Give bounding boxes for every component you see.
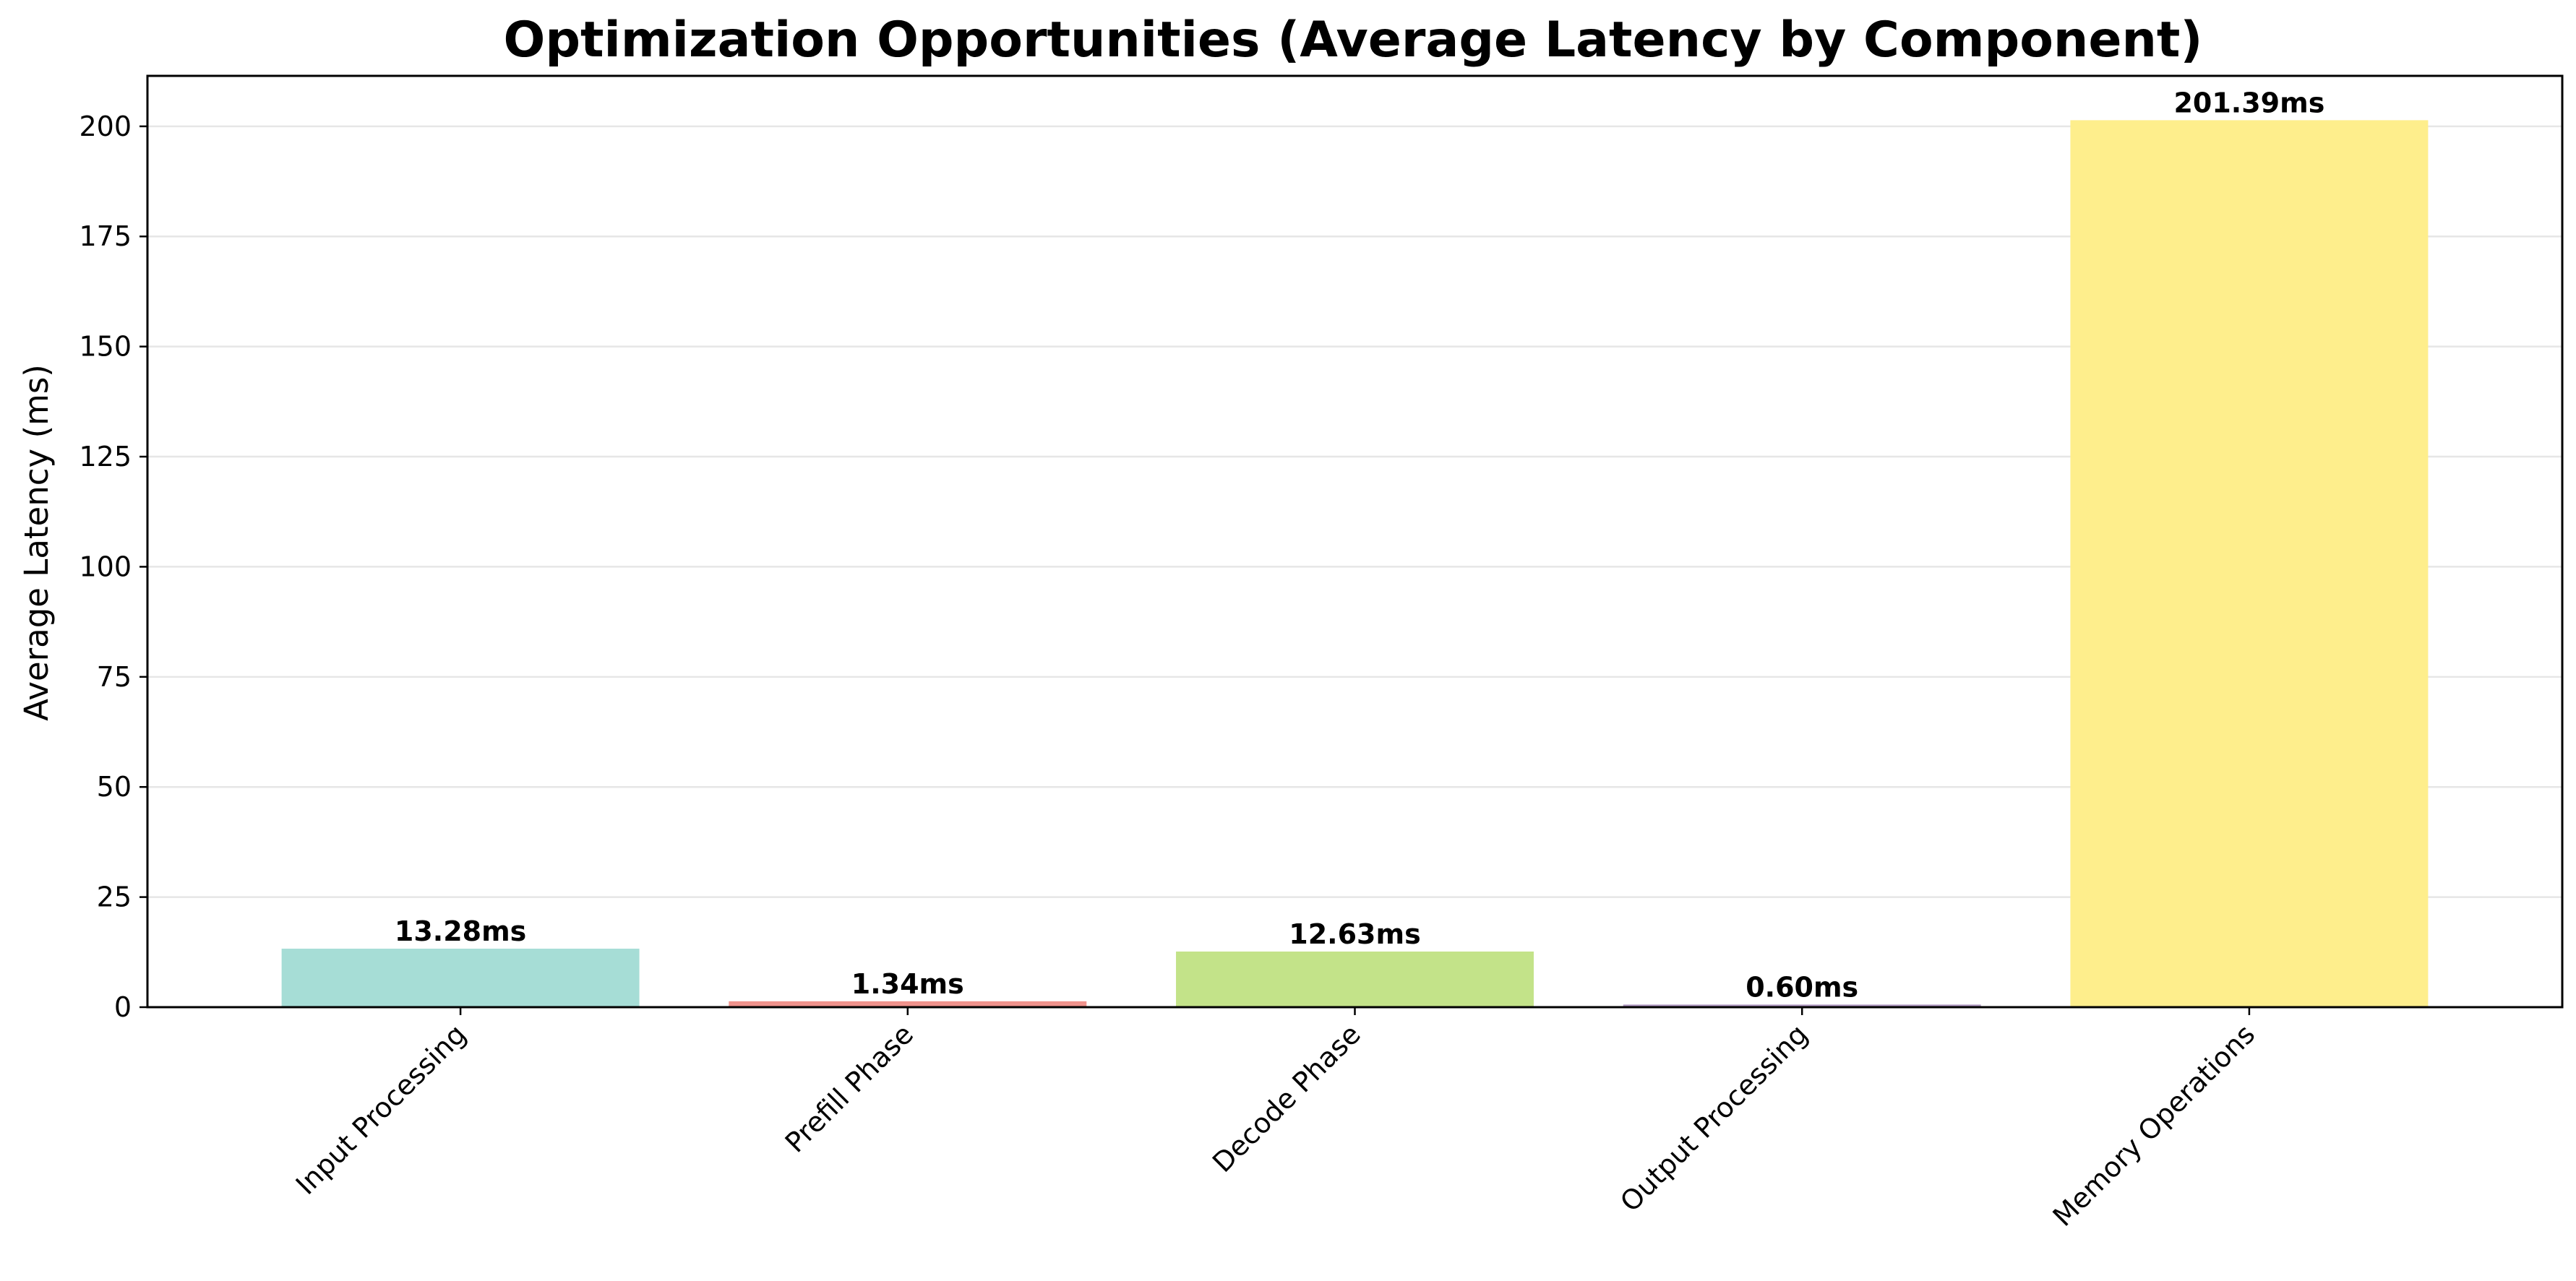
y-tick-label: 0 xyxy=(114,991,132,1023)
bar-memory-operations xyxy=(2070,120,2429,1008)
bar-value-label: 0.60ms xyxy=(1746,971,1858,1003)
bar-value-label: 13.28ms xyxy=(395,915,526,947)
bar-value-label: 1.34ms xyxy=(851,968,964,1000)
bar-decode-phase xyxy=(1176,952,1534,1007)
bar-output-processing xyxy=(1623,1004,1981,1007)
plot-frame xyxy=(146,74,2564,1009)
bar-value-label: 12.63ms xyxy=(1289,918,1420,950)
bar-layer xyxy=(281,120,2429,1008)
y-tick-label: 200 xyxy=(79,111,132,142)
y-tick-label: 50 xyxy=(97,771,132,803)
axis-layer xyxy=(139,74,2564,1015)
y-tick-label: 75 xyxy=(97,661,132,693)
chart-title: Optimization Opportunities (Average Late… xyxy=(504,12,2203,69)
bar-prefill-phase xyxy=(729,1001,1087,1007)
y-tick-label: 125 xyxy=(79,441,132,473)
y-axis-label: Average Latency (ms) xyxy=(17,364,56,721)
y-tick-label: 150 xyxy=(79,331,132,363)
y-tick-label: 175 xyxy=(79,220,132,252)
y-tick-label: 25 xyxy=(97,881,132,913)
y-tick-label: 100 xyxy=(79,551,132,582)
bar-value-label: 201.39ms xyxy=(2173,87,2324,118)
bar-input-processing xyxy=(281,949,640,1007)
